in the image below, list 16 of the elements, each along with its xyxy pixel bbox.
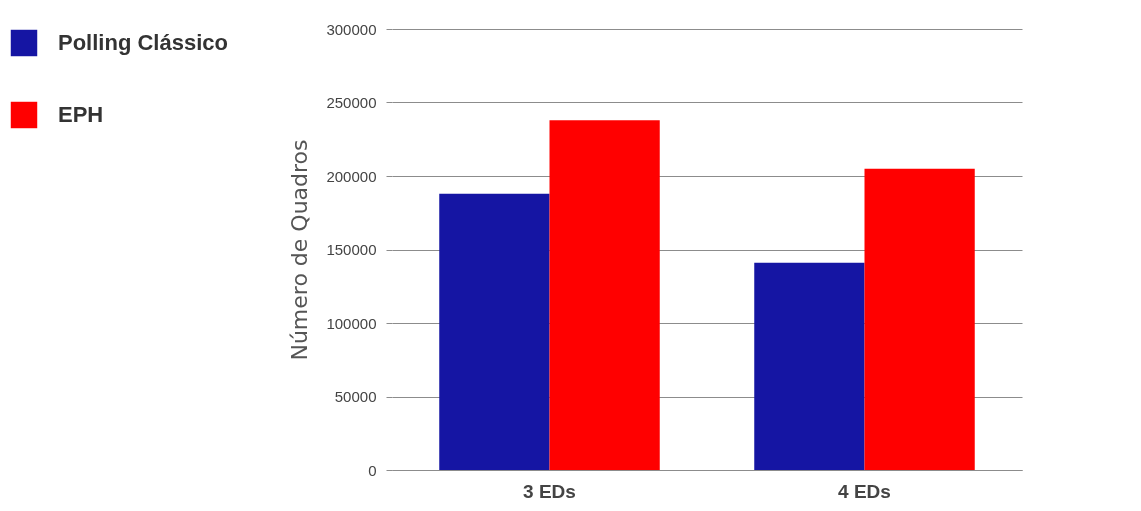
- x-tick-label: 4 EDs: [838, 480, 891, 502]
- x-tick-label: 3 EDs: [523, 480, 576, 502]
- legend-label: Polling Clássico: [58, 30, 228, 55]
- y-tick-label: 0: [368, 461, 377, 479]
- y-tick-label: 300000: [326, 20, 377, 38]
- y-tick-label: 150000: [326, 241, 377, 258]
- y-axis-title: Número de Quadros: [287, 139, 313, 361]
- bar: [549, 120, 660, 470]
- bar: [864, 168, 975, 470]
- y-tick-label: 250000: [326, 94, 377, 111]
- bar: [439, 193, 550, 470]
- y-tick-label: 100000: [326, 314, 377, 332]
- y-tick-label: 50000: [334, 388, 377, 405]
- legend-label: EPH: [58, 102, 104, 127]
- bar: [754, 262, 865, 470]
- y-tick-label: 200000: [326, 167, 377, 185]
